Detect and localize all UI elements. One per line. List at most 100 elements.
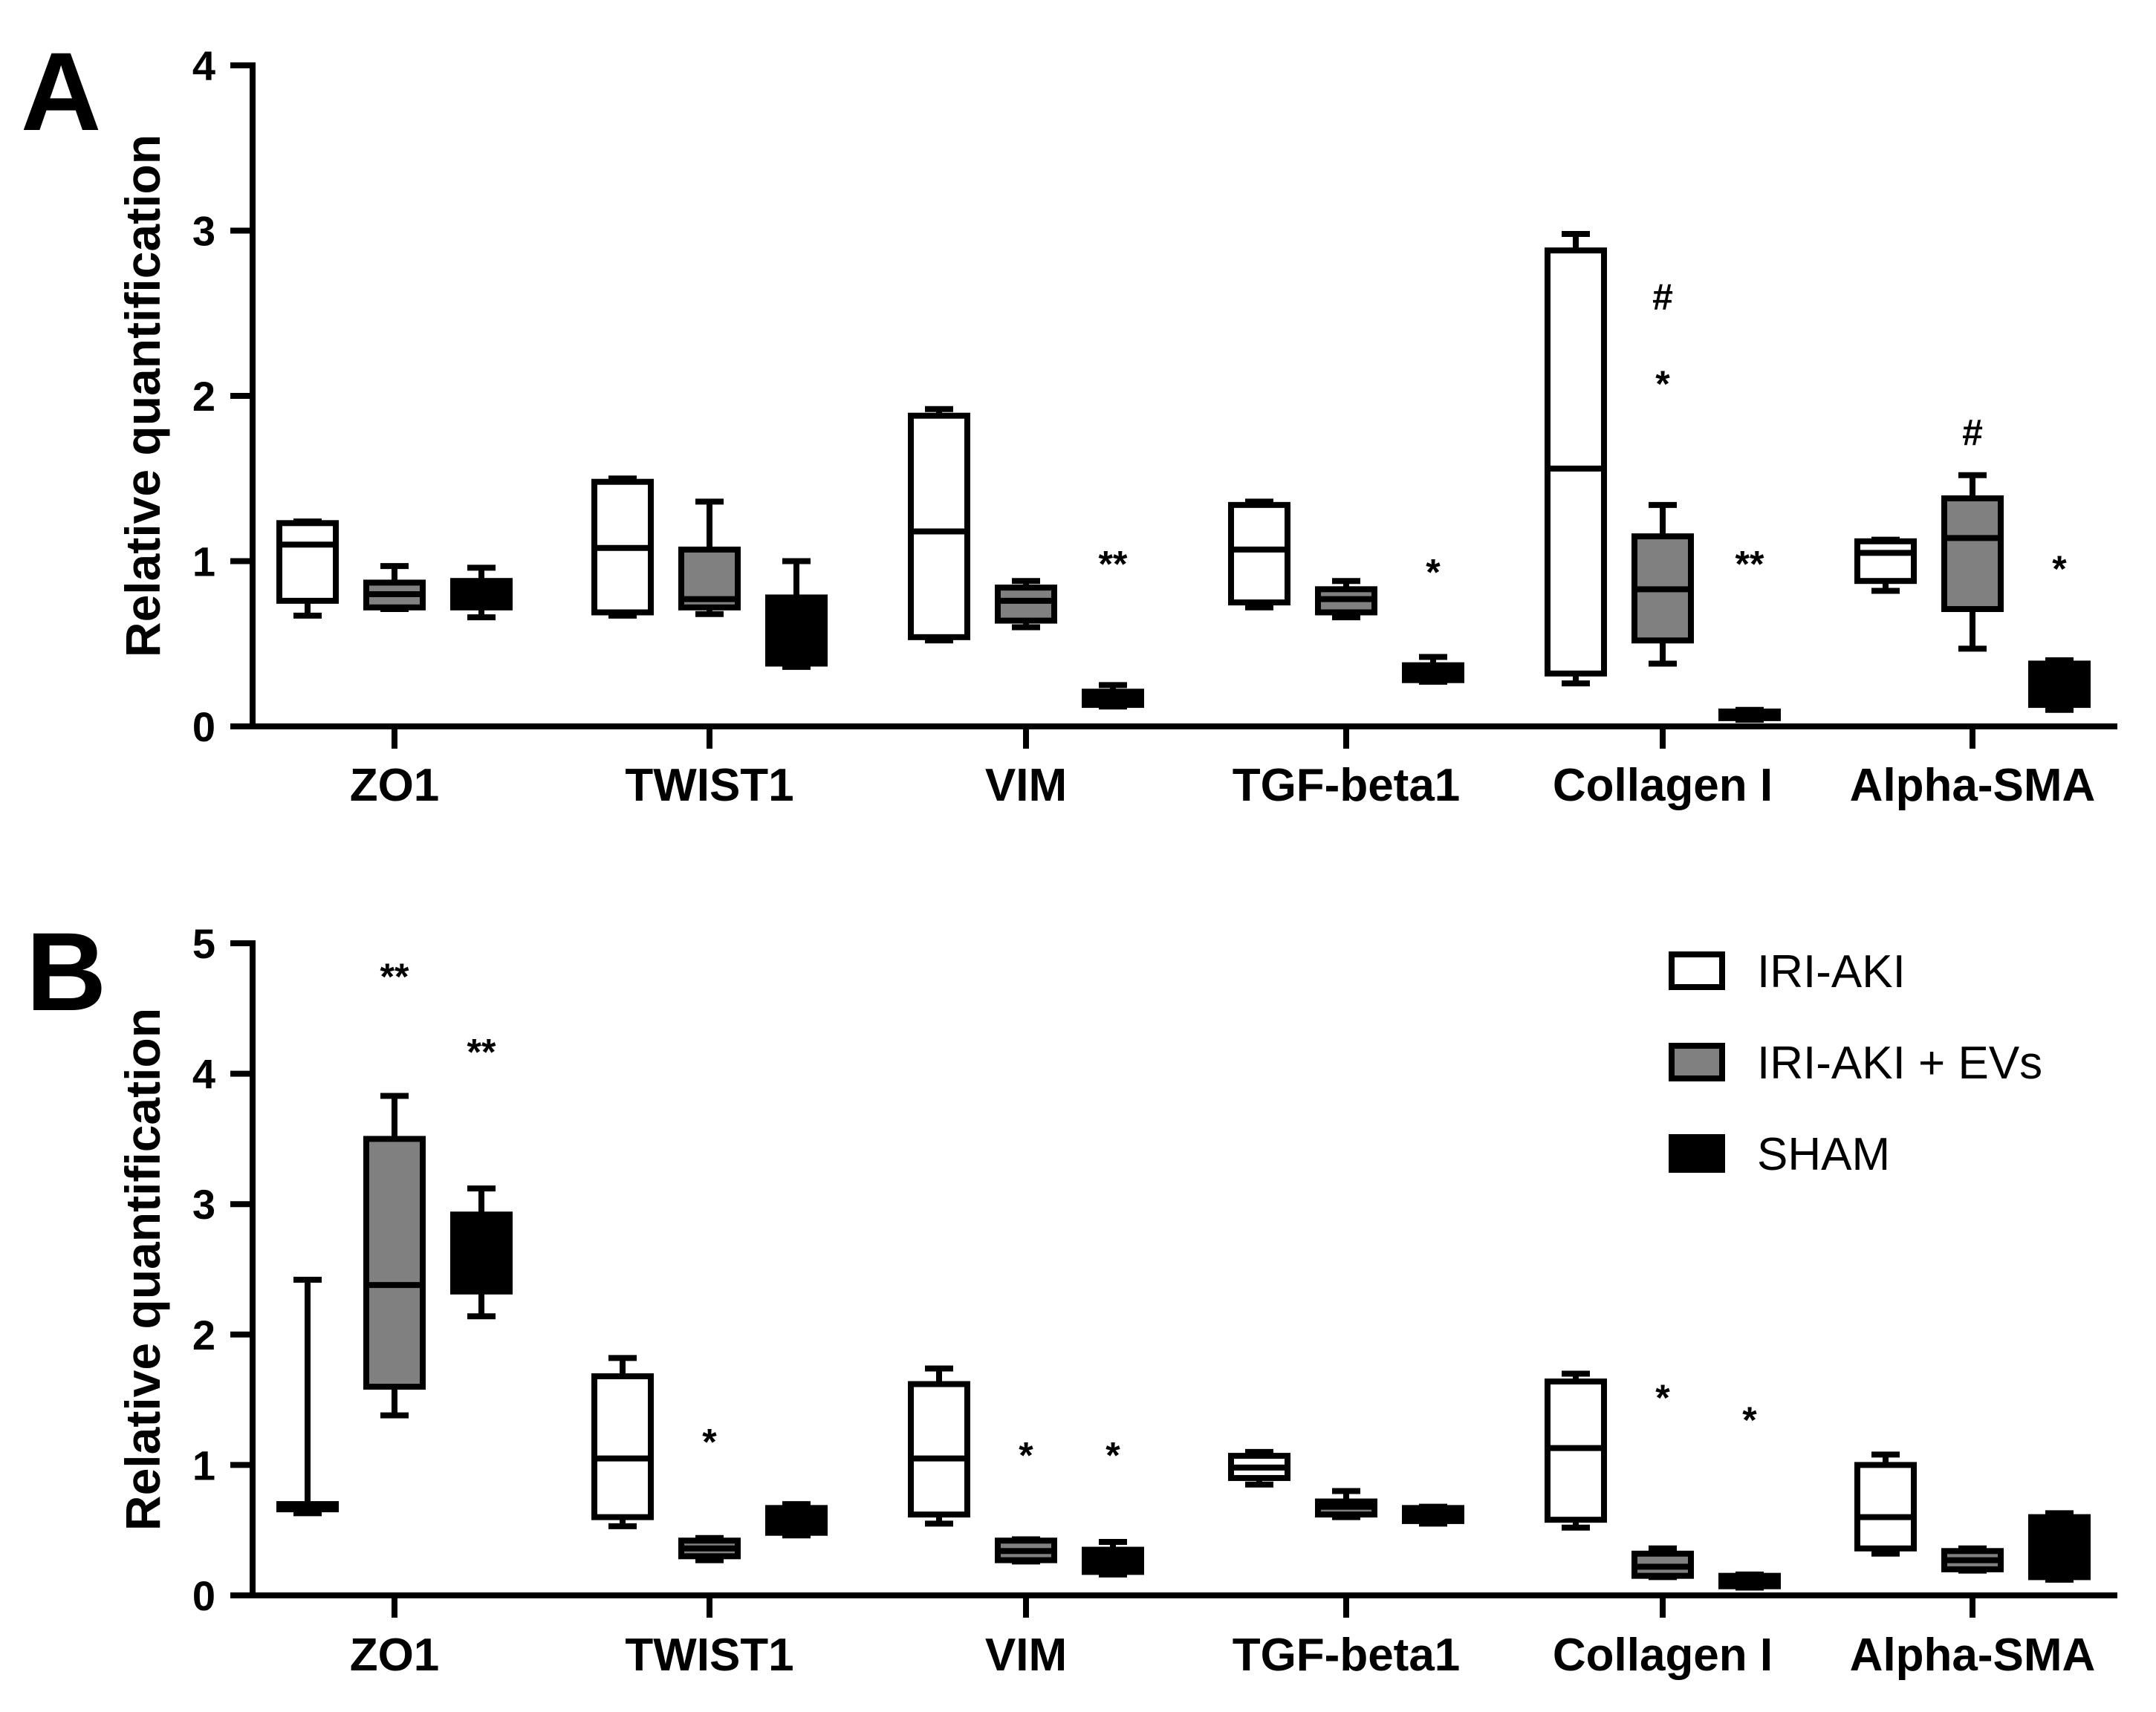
y-tick-label: 3 (192, 208, 215, 255)
category-label-zo1: ZO1 (350, 760, 440, 811)
box-iri-aki-vim (908, 1365, 970, 1527)
category-label-tgf-beta1: TGF-beta1 (1233, 760, 1461, 811)
box-iri-aki-evs-vim (995, 578, 1057, 631)
box-sham-collagen-i (1718, 1571, 1781, 1591)
box-iqr (1854, 538, 1917, 585)
significance-annotation: * (1105, 1434, 1120, 1476)
significance-annotation: ** (1099, 543, 1128, 585)
box-iri-aki-evs-collagen-i (1631, 501, 1694, 667)
significance-annotation: ** (467, 1032, 496, 1073)
category-label-collagen-i: Collagen I (1553, 1630, 1773, 1681)
box-sham-tgf-beta1 (1402, 1503, 1464, 1527)
significance-annotation: * (1019, 1434, 1033, 1476)
y-axis-label: Relative quantification (115, 1008, 170, 1531)
box-iqr (765, 594, 828, 667)
legend: IRI-AKI IRI-AKI + EVs SHAM (1669, 946, 2042, 1180)
y-tick-label: 2 (192, 373, 215, 420)
box-sham-alpha-sma (2028, 657, 2091, 713)
significance-annotation: ** (380, 956, 409, 997)
box-iri-aki-alpha-sma (1854, 1451, 1917, 1557)
hash-annotation: # (1652, 276, 1673, 318)
box-sham-twist1 (765, 558, 828, 670)
y-tick-label: 4 (192, 42, 215, 89)
panel-letter-a: A (21, 29, 101, 154)
box-sham-zo1 (450, 564, 513, 621)
box-iqr (363, 1136, 426, 1390)
panel-letter-b: B (26, 909, 106, 1034)
significance-annotation: * (1655, 1377, 1670, 1419)
category-label-vim: VIM (985, 1630, 1067, 1681)
box-iri-aki-tgf-beta1 (1228, 1448, 1290, 1488)
box-iri-aki-twist1 (591, 475, 654, 619)
legend-item-sham: SHAM (1669, 1129, 1890, 1180)
box-iri-aki-evs-collagen-i (1631, 1545, 1694, 1581)
box-iri-aki-evs-tgf-beta1 (1315, 578, 1377, 621)
category-label-vim: VIM (985, 760, 1067, 811)
legend-item-iri-aki: IRI-AKI (1669, 946, 1906, 997)
box-sham-vim (1082, 682, 1144, 710)
significance-annotation: * (1655, 363, 1670, 405)
box-iqr (1941, 495, 2004, 613)
significance-annotation: * (2052, 548, 2067, 590)
legend-label: IRI-AKI + EVs (1757, 1038, 2042, 1089)
category-label-tgf-beta1: TGF-beta1 (1233, 1630, 1461, 1681)
category-label-zo1: ZO1 (350, 1630, 440, 1681)
box-iqr (1545, 247, 1607, 677)
category-label-twist1: TWIST1 (625, 760, 793, 811)
y-axis-label: Relative quantification (115, 134, 170, 657)
legend-swatch (1669, 1043, 1725, 1081)
y-tick-label: 0 (192, 703, 215, 750)
box-sham-tgf-beta1 (1402, 654, 1464, 685)
panel-b-chart: 0 1 2 3 4 5 Relative quantification ZO1 TWIST1 VI… (115, 920, 2117, 1681)
significance-annotation: * (1742, 1399, 1757, 1441)
box-iri-aki-evs-alpha-sma (1941, 1545, 2004, 1574)
legend-swatch (1669, 951, 1725, 990)
box-iri-aki-evs-vim (995, 1536, 1057, 1565)
box-iri-aki-zo1 (276, 518, 339, 619)
category-label-collagen-i: Collagen I (1553, 760, 1773, 811)
box-iqr (1854, 1462, 1917, 1552)
box-sham-alpha-sma (2028, 1510, 2091, 1583)
box-sham-vim (1082, 1539, 1144, 1578)
box-iri-aki-evs-twist1 (678, 1534, 741, 1563)
box-sham-zo1 (450, 1185, 513, 1320)
y-tick-label: 1 (192, 1442, 215, 1488)
legend-swatch (1669, 1134, 1725, 1173)
y-tick-label: 1 (192, 538, 215, 585)
y-tick-label: 2 (192, 1312, 215, 1358)
box-iri-aki-collagen-i (1545, 230, 1607, 687)
box-iri-aki-evs-twist1 (678, 498, 741, 617)
box-iri-aki-evs-alpha-sma (1941, 472, 2004, 652)
box-iri-aki-evs-zo1 (363, 563, 426, 613)
legend-item-iri-aki-evs: IRI-AKI + EVs (1669, 1038, 2042, 1089)
box-iri-aki-evs-zo1 (363, 1093, 426, 1419)
box-iqr (908, 1381, 970, 1518)
y-tick-label: 4 (192, 1051, 215, 1098)
hash-annotation: # (1962, 412, 1983, 454)
legend-label: IRI-AKI (1757, 946, 1906, 997)
y-tick-label: 0 (192, 1572, 215, 1619)
y-tick-label: 3 (192, 1181, 215, 1228)
box-iri-aki-tgf-beta1 (1228, 498, 1290, 611)
box-iri-aki-collagen-i (1545, 1370, 1607, 1531)
category-label-twist1: TWIST1 (625, 1630, 793, 1681)
box-iri-aki-twist1 (591, 1355, 654, 1529)
significance-annotation: * (1426, 552, 1441, 593)
significance-annotation: ** (1735, 543, 1764, 585)
box-iqr (591, 1373, 654, 1520)
box-iri-aki-alpha-sma (1854, 536, 1917, 594)
panel-a-chart: 0 1 2 3 4 Relative quantification ZO1 TWIST1 VIM… (115, 42, 2117, 811)
box-sham-twist1 (765, 1501, 828, 1539)
box-iri-aki-vim (908, 406, 970, 644)
significance-annotation: * (702, 1422, 717, 1463)
box-iqr (908, 412, 970, 640)
box-iqr (276, 520, 339, 604)
box-iqr (1228, 501, 1290, 606)
category-label-alpha-sma: Alpha-SMA (1850, 760, 2096, 811)
box-sham-collagen-i (1718, 706, 1781, 723)
legend-label: SHAM (1757, 1129, 1890, 1180)
category-label-alpha-sma: Alpha-SMA (1850, 1630, 2096, 1681)
box-iqr (995, 585, 1057, 624)
box-iri-aki-zo1 (276, 1277, 339, 1517)
